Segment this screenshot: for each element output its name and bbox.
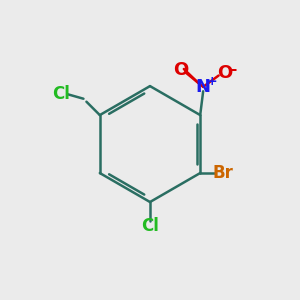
Text: N: N — [196, 78, 211, 96]
Text: O: O — [173, 61, 188, 80]
Text: Br: Br — [212, 164, 233, 182]
Text: +: + — [206, 75, 217, 88]
Text: O: O — [217, 64, 232, 82]
Text: -: - — [230, 62, 237, 77]
Text: Cl: Cl — [52, 85, 70, 103]
Text: Cl: Cl — [141, 218, 159, 236]
